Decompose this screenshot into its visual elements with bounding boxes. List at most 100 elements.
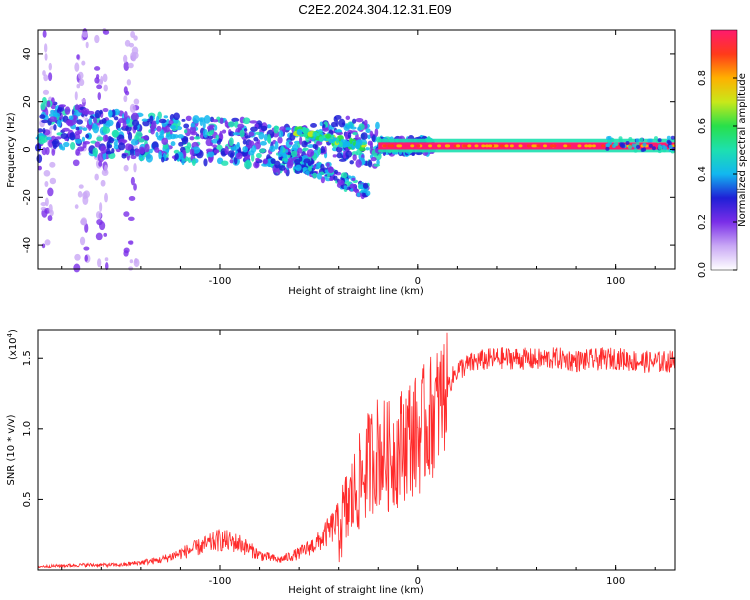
x-tick-label: 0	[415, 276, 421, 287]
spectrogram-cell-961	[255, 157, 260, 162]
spectrogram-cell-675	[148, 148, 153, 154]
spectrogram-cell-135	[130, 176, 135, 186]
spectrogram-cell-48	[82, 195, 89, 205]
spectrogram-cell-367	[128, 148, 136, 156]
spectrogram-cell-1192	[285, 149, 289, 153]
spectrogram-cell-1428	[536, 144, 541, 148]
spectrogram-cell-654	[113, 144, 120, 150]
spectrogram-cell-32	[41, 243, 46, 249]
spectrogram-cell-1161	[334, 169, 338, 175]
spectrogram-cell-54	[84, 117, 89, 122]
spectrogram-cell-1412	[456, 144, 461, 148]
spectrogram-cell-425	[36, 154, 43, 164]
spectrogram-cell-986	[347, 132, 352, 139]
spectrogram-cell-989	[161, 137, 169, 145]
spectrogram-cell-739	[262, 158, 269, 165]
spectrogram-cell-523	[42, 96, 47, 104]
spectrogram-cell-820	[164, 125, 170, 133]
spectrogram-cell-1235	[282, 152, 287, 159]
spectrogram-cell-946	[249, 120, 258, 124]
spectrogram-cell-1403	[437, 144, 442, 148]
spectrogram-cell-35	[42, 30, 47, 38]
spectrogram-cell-981	[360, 132, 368, 140]
spectrogram-cell-1352	[296, 129, 303, 136]
spectrogram-cell-503	[207, 135, 214, 140]
spectrogram-cell-108	[94, 77, 100, 84]
spectrogram-cell-73	[74, 204, 79, 209]
spectrogram-cell-34	[43, 43, 48, 53]
spectrogram-cell-859	[82, 127, 88, 131]
spectrogram-cell-128	[127, 216, 135, 221]
spectrogram-cell-153	[133, 183, 137, 191]
spectrogram-cell-580	[178, 141, 184, 147]
spectrogram-cell-1215	[294, 158, 301, 165]
spectrogram-cell-760	[189, 136, 195, 141]
spectrogram-cell-854	[138, 146, 145, 155]
spectrogram-cell-11	[43, 170, 51, 177]
spectrogram-cell-684	[96, 136, 104, 142]
spectrogram-cell-1337	[302, 130, 309, 134]
spectrogram-cell-1014	[39, 114, 46, 119]
spectrogram-cell-1034	[338, 158, 347, 162]
spectrogram-cell-951	[267, 135, 272, 144]
spectrogram-cell-816	[349, 160, 355, 165]
spectrogram-cell-858	[189, 125, 197, 134]
spectrogram-cell-698	[130, 112, 139, 121]
spectrogram-cell-942	[155, 131, 159, 138]
spectrogram-cell-1007	[156, 115, 160, 125]
spectrogram-cell-1387	[563, 144, 568, 148]
spectrogram-cell-687	[326, 162, 330, 167]
spectrogram-cell-883	[202, 120, 206, 130]
spectrogram-cell-1050	[375, 121, 380, 130]
spectrogram-cell-1041	[370, 156, 377, 162]
spectrogram-cell-372	[41, 119, 49, 124]
spectrogram-cell-842	[373, 163, 381, 167]
spectrogram-cell-1483	[661, 144, 666, 149]
y-tick-label: 20	[22, 95, 33, 108]
spectrogram-cell-1459	[642, 142, 647, 147]
spectrogram-cell-1415	[467, 144, 472, 148]
spectrogram-cell-1053	[278, 130, 284, 138]
spectrogram-cell-1391	[396, 144, 401, 148]
spectrogram-cell-1032	[236, 141, 240, 148]
spectrogram-cell-414	[105, 151, 113, 155]
spectrogram-cell-23	[47, 187, 54, 197]
spectrogram-cell-1417	[446, 144, 451, 148]
spectrogram-cell-605	[371, 134, 376, 143]
spectrogram-cell-1475	[607, 135, 612, 140]
spectrogram-cell-1179	[347, 175, 352, 179]
spectrogram-cell-1038	[181, 137, 189, 145]
spectrogram-cell-602	[76, 119, 83, 125]
spectrogram-cell-1196	[351, 177, 356, 182]
spectrogram-cell-895	[163, 115, 169, 119]
spectrogram-x-ticks: -100 0 100	[61, 30, 656, 287]
spectrogram-cell-1482	[647, 138, 652, 143]
spectrogram-cell-783	[58, 104, 66, 108]
spectrogram-cell-823	[248, 150, 255, 156]
spectrogram-cell-737	[111, 109, 116, 118]
spectrogram-cell-1360	[428, 144, 433, 148]
spectrogram-cell-777	[191, 158, 196, 167]
spectrogram-cell-307	[332, 154, 337, 158]
snr-marks	[37, 332, 676, 569]
spectrogram-cell-590	[242, 139, 247, 145]
spectrogram-cell-682	[261, 163, 269, 167]
spectrogram-cell-952	[161, 156, 165, 163]
spectrogram-cell-965	[52, 110, 58, 118]
spectrogram-cell-1006	[100, 145, 107, 154]
spectrogram-cell-1025	[92, 147, 99, 157]
colorbar-gradient	[710, 29, 738, 271]
spectrogram-cell-1470	[667, 140, 672, 145]
snr-y-label: SNR (10 * v/v)	[6, 414, 17, 485]
spectrogram-cell-1238	[305, 170, 310, 175]
spectrogram-cell-785	[224, 120, 228, 125]
spectrogram-cell-1346	[335, 137, 339, 144]
spectrogram-cell-1023	[94, 110, 102, 119]
spectrogram-cell-1043	[67, 122, 74, 127]
spectrogram-cell-1027	[335, 119, 339, 127]
spectrogram-cell-88	[94, 34, 100, 44]
spectrogram-cell-1481	[605, 146, 610, 151]
spectrogram-cell-71	[81, 60, 86, 66]
spectrogram-cell-5	[49, 177, 57, 185]
